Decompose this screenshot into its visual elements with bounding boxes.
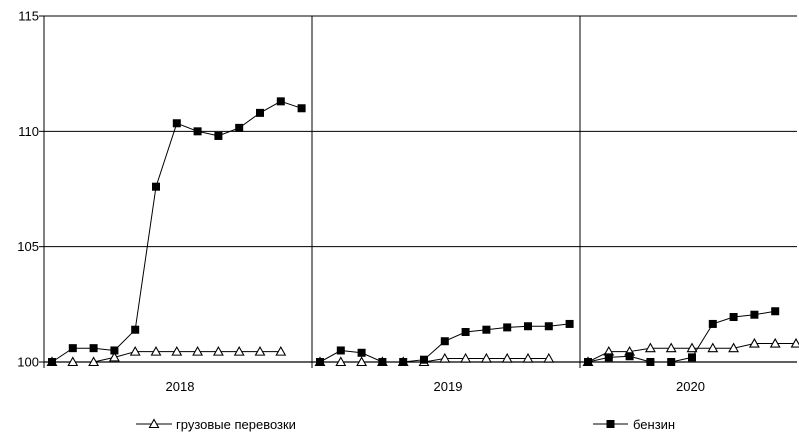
data-point-petrol-2-1	[604, 353, 613, 362]
data-point-freight-1-11	[543, 352, 555, 363]
data-point-freight-0-10	[254, 345, 266, 356]
data-point-freight-0-3	[108, 351, 120, 362]
data-point-petrol-1-3	[378, 358, 387, 366]
data-point-freight-2-7	[728, 342, 740, 353]
legend-label-petrol: бензин	[633, 417, 675, 432]
data-point-freight-2-8	[748, 337, 760, 348]
data-point-freight-0-6	[171, 345, 183, 356]
data-point-freight-2-5	[686, 342, 698, 353]
data-point-petrol-2-9	[771, 307, 780, 316]
data-point-freight-2-9	[769, 337, 781, 348]
panel-separators	[311, 16, 581, 362]
data-point-freight-0-2	[88, 356, 100, 367]
data-point-petrol-1-5	[420, 355, 428, 364]
data-point-freight-0-8	[212, 345, 224, 356]
data-point-petrol-0-0	[48, 358, 56, 366]
series-line-0-panel-1	[320, 358, 549, 363]
data-point-petrol-2-8	[750, 310, 759, 319]
data-point-freight-0-9	[233, 345, 245, 356]
data-point-petrol-2-5	[688, 353, 696, 362]
data-point-freight-0-1	[67, 356, 79, 367]
data-point-freight-0-11	[275, 345, 287, 356]
x-tick-label-2019: 2019	[434, 379, 463, 394]
plot-area	[44, 16, 797, 362]
x-tick-label-2018: 2018	[166, 379, 195, 394]
y-tick-label-115: 115	[18, 9, 39, 24]
series-freight	[46, 337, 799, 367]
data-point-petrol-0-5	[152, 182, 160, 191]
data-point-petrol-2-0	[584, 358, 592, 366]
data-point-freight-1-7	[460, 352, 472, 363]
data-point-petrol-0-12	[297, 104, 306, 113]
data-point-freight-1-10	[522, 352, 534, 363]
series-layer	[46, 97, 799, 367]
data-point-petrol-1-6	[440, 337, 449, 346]
data-point-freight-1-9	[501, 352, 513, 363]
data-point-petrol-1-1	[336, 346, 345, 355]
data-point-freight-0-7	[192, 345, 204, 356]
data-point-petrol-2-6	[708, 319, 717, 328]
data-point-petrol-1-9	[503, 323, 512, 332]
data-point-petrol-1-10	[524, 322, 532, 331]
y-tick-label-105: 105	[17, 239, 39, 254]
legend-marker-triangle-icon	[148, 418, 160, 429]
data-point-petrol-0-4	[131, 325, 140, 334]
data-point-freight-1-2	[356, 356, 368, 367]
data-point-petrol-1-0	[316, 358, 324, 366]
gridlines	[44, 15, 797, 248]
legend-marker-square-icon	[606, 420, 615, 428]
x-tick-label-2020: 2020	[676, 379, 705, 394]
data-point-petrol-0-8	[214, 131, 223, 140]
plot-background	[44, 16, 797, 362]
data-point-petrol-0-1	[68, 344, 77, 353]
data-point-freight-2-3	[644, 342, 656, 353]
data-point-freight-0-5	[150, 345, 162, 356]
data-point-petrol-0-9	[235, 123, 244, 132]
y-tick-label-110: 110	[18, 124, 39, 139]
data-point-petrol-0-2	[89, 344, 98, 353]
data-point-petrol-1-4	[399, 358, 408, 366]
data-point-petrol-1-2	[357, 348, 366, 357]
data-point-petrol-2-2	[625, 352, 634, 361]
series-line-0-panel-0	[52, 351, 281, 363]
data-point-freight-2-4	[665, 342, 677, 353]
series-line-1-panel-2	[587, 310, 776, 363]
data-point-freight-0-4	[129, 345, 141, 356]
data-point-petrol-2-4	[667, 358, 676, 366]
series-petrol	[48, 97, 780, 366]
data-point-freight-2-10	[790, 337, 799, 348]
legend: грузовые перевозки бензин	[136, 417, 675, 432]
y-tick-labels: 100 105 110 115	[17, 9, 39, 370]
data-point-petrol-1-11	[544, 322, 553, 331]
legend-item-petrol: бензин	[593, 417, 675, 432]
data-point-freight-1-6	[439, 352, 451, 363]
data-point-petrol-1-12	[565, 319, 574, 328]
data-point-freight-2-6	[707, 342, 719, 353]
legend-label-freight: грузовые перевозки	[176, 417, 296, 432]
legend-item-freight: грузовые перевозки	[136, 417, 296, 432]
data-point-petrol-1-8	[482, 325, 491, 334]
data-point-petrol-0-10	[256, 108, 264, 117]
data-point-petrol-2-3	[646, 358, 655, 366]
data-point-petrol-0-6	[172, 119, 181, 128]
data-point-petrol-0-3	[110, 346, 119, 355]
data-point-petrol-1-7	[461, 328, 470, 337]
data-point-petrol-0-7	[193, 127, 202, 136]
y-tick-label-100: 100	[17, 355, 39, 370]
data-point-freight-1-8	[480, 352, 492, 363]
data-point-petrol-0-11	[276, 97, 285, 106]
data-point-freight-1-1	[335, 356, 347, 367]
data-point-petrol-2-7	[729, 313, 738, 322]
x-tick-labels: 2018 2019 2020	[166, 379, 705, 394]
